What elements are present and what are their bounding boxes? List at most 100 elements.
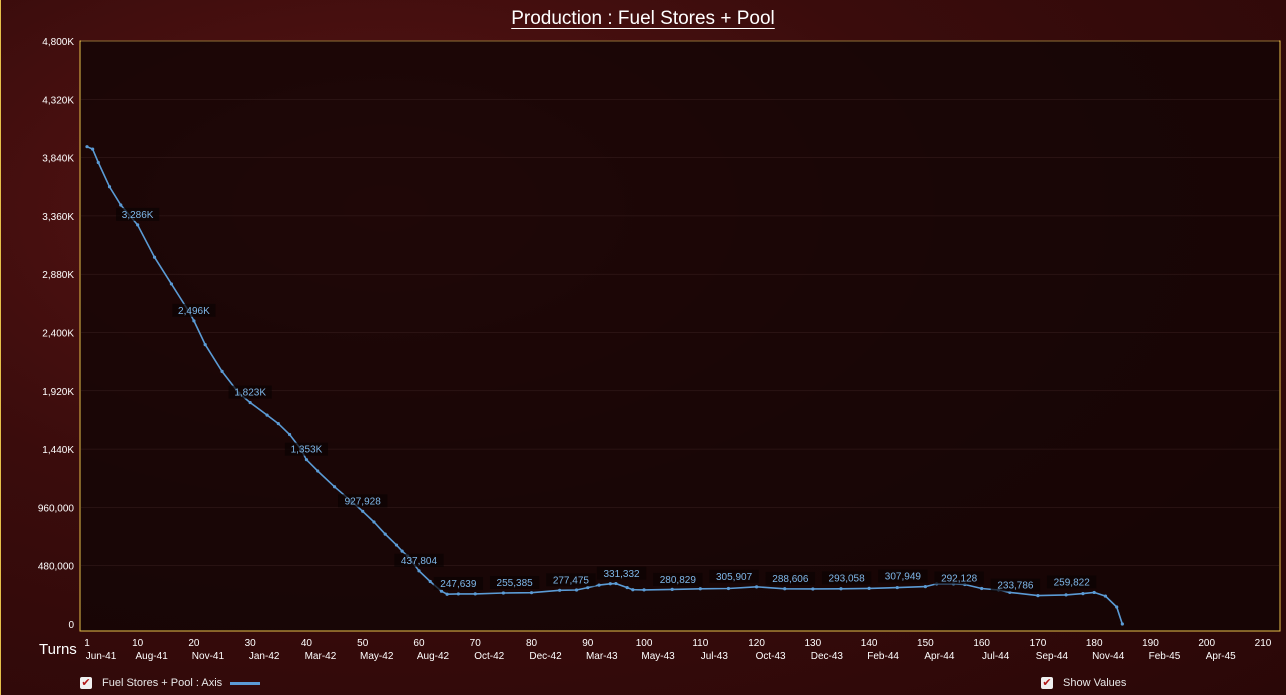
y-tick-label: 2,400K bbox=[42, 329, 74, 340]
data-point bbox=[332, 485, 337, 489]
data-label: 1,823K bbox=[234, 388, 266, 399]
data-point bbox=[119, 203, 123, 207]
x-tick-label: 90 bbox=[582, 638, 594, 649]
y-tick-label: 3,360K bbox=[42, 212, 74, 223]
data-label: 2,496K bbox=[178, 306, 210, 317]
data-point bbox=[1103, 594, 1108, 598]
data-point bbox=[107, 185, 112, 189]
data-label: 255,385 bbox=[497, 578, 534, 589]
data-label-bg bbox=[878, 569, 928, 583]
data-label: 437,804 bbox=[401, 556, 438, 567]
data-point bbox=[586, 585, 590, 590]
x-tick-date-label: Nov-44 bbox=[1092, 651, 1125, 662]
data-point bbox=[304, 458, 309, 462]
x-tick-date-label: Aug-41 bbox=[136, 651, 169, 662]
data-point bbox=[383, 532, 387, 536]
data-label: 233,786 bbox=[997, 581, 1034, 592]
data-point bbox=[1008, 590, 1012, 595]
x-tick-label: 140 bbox=[861, 638, 878, 649]
x-tick-label: 190 bbox=[1142, 638, 1159, 649]
data-point bbox=[400, 549, 404, 553]
data-point bbox=[1081, 592, 1085, 596]
x-tick-label: 170 bbox=[1030, 638, 1047, 649]
x-tick-date-label: May-43 bbox=[641, 651, 675, 662]
data-label-bg bbox=[709, 569, 759, 583]
grid-lines bbox=[81, 40, 1279, 566]
x-tick-date-label: Jun-41 bbox=[86, 651, 117, 662]
data-point bbox=[1092, 590, 1096, 595]
data-label-bg bbox=[228, 385, 272, 399]
y-tick-label: 3,840K bbox=[42, 154, 74, 165]
data-label-bg bbox=[653, 572, 703, 586]
y-tick-label: 0 bbox=[68, 620, 74, 631]
x-tick-label: 110 bbox=[692, 638, 708, 649]
x-axis-tick-labels: 1 Jun-41 10 Aug-41 20 Nov-41 30 Jan-42 40 Mar-42 5… bbox=[84, 638, 1272, 662]
x-tick-date-label: Jan-42 bbox=[249, 651, 280, 662]
x-tick-label: 210 bbox=[1255, 638, 1272, 649]
x-tick-label: 10 bbox=[132, 638, 144, 649]
x-tick-label: 1 bbox=[84, 638, 90, 649]
data-point bbox=[811, 587, 815, 591]
data-label: 927,928 bbox=[345, 496, 382, 507]
data-point bbox=[152, 255, 157, 259]
x-tick-date-label: Apr-45 bbox=[1206, 651, 1236, 662]
data-point bbox=[608, 582, 612, 586]
data-point bbox=[136, 223, 140, 227]
data-point bbox=[394, 543, 399, 547]
show-values-toggle[interactable]: ✔ Show Values bbox=[1041, 677, 1126, 689]
data-point bbox=[783, 587, 787, 591]
x-tick-label: 30 bbox=[245, 638, 257, 649]
data-label-bg bbox=[596, 566, 647, 580]
data-label-bg bbox=[546, 573, 596, 587]
y-tick-label: 960,000 bbox=[38, 503, 75, 514]
data-point bbox=[726, 586, 731, 591]
show-values-checkbox[interactable]: ✔ bbox=[1041, 677, 1053, 689]
data-point bbox=[439, 589, 444, 593]
legend-line-swatch bbox=[230, 681, 261, 685]
data-point bbox=[614, 581, 618, 586]
data-label: 280,829 bbox=[660, 575, 697, 586]
data-point bbox=[1064, 593, 1068, 597]
chart-title: Production : Fuel Stores + Pool bbox=[511, 8, 775, 29]
y-axis-tick-labels: 0 480,000 960,000 1,440K 1,920K 2,400K 2,880K 3… bbox=[38, 37, 75, 631]
y-tick-label: 4,320K bbox=[42, 95, 74, 106]
data-label: 3,286K bbox=[122, 210, 154, 221]
data-label-bg bbox=[934, 571, 984, 585]
data-point bbox=[754, 585, 759, 589]
data-point bbox=[473, 592, 477, 596]
data-label: 247,639 bbox=[440, 579, 477, 590]
x-tick-label: 120 bbox=[748, 638, 765, 649]
legend: ✔ Fuel Stores + Pool : Axis bbox=[80, 677, 261, 689]
data-label-bg bbox=[433, 576, 484, 590]
data-label: 1,353K bbox=[291, 445, 323, 456]
data-point bbox=[574, 588, 579, 592]
data-point bbox=[895, 585, 899, 590]
data-label-bg bbox=[338, 494, 388, 508]
y-tick-label: 2,880K bbox=[42, 270, 74, 281]
x-tick-date-label: Nov-41 bbox=[192, 651, 225, 662]
data-point bbox=[169, 282, 174, 286]
data-point bbox=[631, 588, 635, 592]
data-label: 277,475 bbox=[553, 575, 590, 586]
data-point bbox=[445, 592, 449, 596]
legend-series-checkbox[interactable]: ✔ bbox=[80, 677, 92, 689]
data-label: 307,949 bbox=[885, 572, 922, 583]
show-values-label: Show Values bbox=[1063, 677, 1127, 689]
x-tick-date-label: May-42 bbox=[360, 651, 394, 662]
data-point bbox=[558, 588, 562, 592]
x-tick-date-label: Mar-43 bbox=[586, 651, 618, 662]
data-point bbox=[923, 584, 927, 589]
x-tick-label: 200 bbox=[1198, 638, 1215, 649]
data-point bbox=[642, 588, 646, 592]
x-tick-date-label: Jul-43 bbox=[701, 651, 729, 662]
x-tick-label: 60 bbox=[413, 638, 425, 649]
data-point bbox=[1120, 622, 1124, 626]
x-tick-date-label: Feb-44 bbox=[867, 651, 899, 662]
data-point bbox=[220, 369, 224, 373]
x-tick-label: 130 bbox=[805, 638, 822, 649]
x-tick-date-label: Dec-43 bbox=[811, 651, 844, 662]
data-point bbox=[91, 147, 95, 151]
data-label-bg bbox=[116, 207, 160, 221]
x-tick-label: 70 bbox=[470, 638, 482, 649]
data-point bbox=[698, 587, 702, 591]
